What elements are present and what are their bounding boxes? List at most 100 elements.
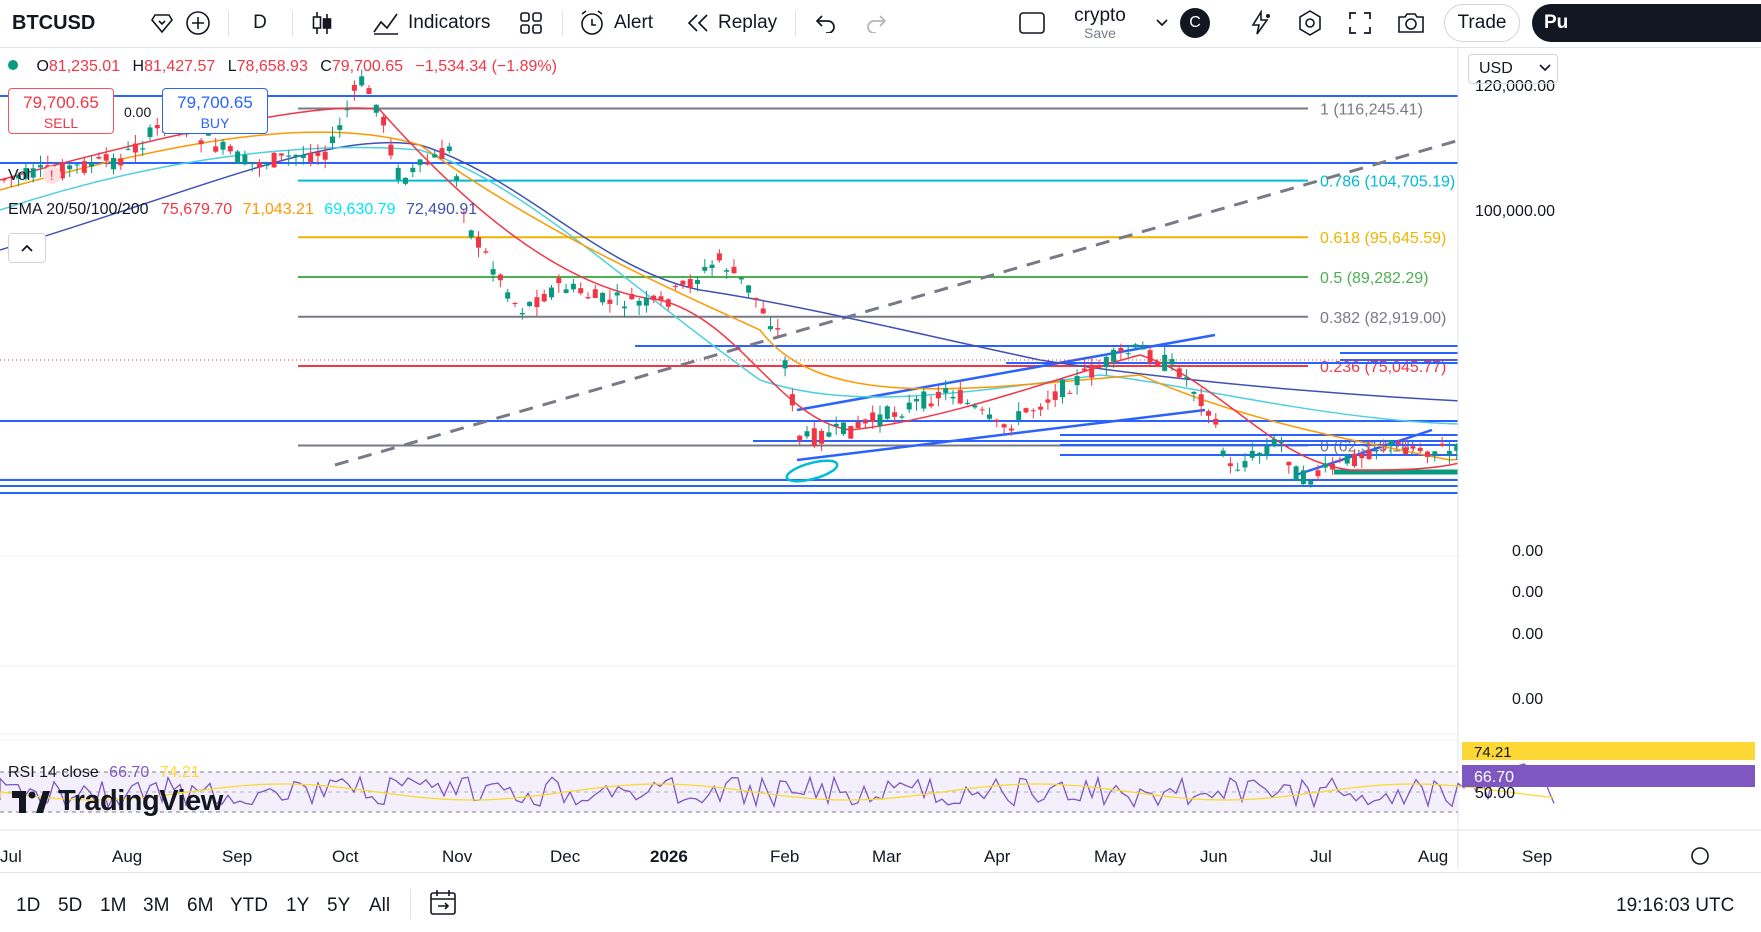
price-tag (1462, 349, 1755, 371)
candle-body (476, 237, 481, 248)
candle-body (1140, 347, 1146, 350)
candle-body (760, 308, 766, 314)
indicators-icon (373, 13, 398, 35)
sell-button[interactable]: 79,700.65 SELL (8, 88, 114, 134)
tradingview-logo[interactable]: TradingView (12, 785, 223, 818)
replay-button[interactable]: Replay (686, 0, 777, 46)
clock[interactable]: 19:16:03 UTC (1616, 895, 1735, 916)
candle-body (242, 154, 248, 165)
candle-body (264, 164, 270, 166)
candles-icon[interactable] (302, 0, 342, 46)
candle-body (1220, 450, 1226, 456)
candle-body (862, 419, 868, 424)
timeframe-5y[interactable]: 5Y (327, 895, 351, 916)
layout-save[interactable]: Save (1084, 24, 1116, 41)
goto-date-icon[interactable] (428, 889, 458, 923)
us-flag-icon (1536, 502, 1564, 530)
timeframe-1m[interactable]: 1M (100, 895, 127, 916)
candle-body (1359, 453, 1365, 459)
rsi-ma-line (0, 783, 1555, 801)
rsi-label: RSI 14 close (8, 764, 99, 781)
avatar[interactable]: C (1180, 8, 1210, 38)
candle-body (1045, 399, 1051, 403)
tradingview-wordmark: TradingView (58, 785, 223, 817)
redo-icon[interactable] (856, 0, 896, 46)
rsi-level-label: 50.00 (1475, 785, 1515, 802)
camera-icon[interactable] (1390, 0, 1432, 46)
candle-body (249, 163, 255, 165)
candle-body (1030, 410, 1036, 412)
layout-select-icon[interactable] (1012, 0, 1052, 46)
candle-body (1330, 464, 1336, 470)
candle-body (271, 152, 277, 168)
candle-body (1176, 368, 1182, 378)
undo-icon[interactable] (806, 0, 846, 46)
candle-body (549, 287, 554, 298)
candle-body (74, 164, 80, 166)
candle-body (1549, 341, 1555, 357)
price-tag (1462, 324, 1755, 346)
timeframe-1d[interactable]: 1D (16, 895, 41, 916)
alert-button[interactable]: Alert (578, 0, 653, 46)
layout-name[interactable]: crypto Save (1068, 0, 1132, 46)
fib-level-label: 0.236 (75,045.77) (1320, 359, 1446, 376)
trade-button[interactable]: Trade (1444, 4, 1520, 42)
candle-body (1388, 440, 1394, 447)
fullscreen-icon[interactable] (1340, 0, 1380, 46)
watchlist-diamond-icon[interactable] (140, 0, 184, 46)
candle-body (1038, 406, 1044, 410)
symbol-search[interactable]: BTCUSD (12, 11, 96, 34)
timeframe-3m[interactable]: 3M (143, 895, 170, 916)
candle-body (132, 143, 138, 153)
tradingview-logo-icon (12, 790, 50, 813)
ema50-value: 71,043.21 (242, 201, 314, 218)
candle-body (497, 274, 503, 281)
candle-body (1410, 446, 1416, 449)
candle-body (1454, 444, 1460, 451)
currency-select[interactable]: USD (1468, 54, 1558, 84)
candle-body (1089, 364, 1095, 378)
price-tag-label: 77,111.13 (1474, 437, 1543, 454)
market-status-dot (8, 60, 18, 70)
publish-button[interactable]: Pu (1532, 4, 1761, 42)
candle-body (366, 88, 372, 94)
candle-body (1060, 379, 1065, 398)
timeframe-5d[interactable]: 5D (58, 895, 83, 916)
candle-body (1103, 356, 1109, 368)
candle-body (731, 266, 737, 274)
timeframe-6m[interactable]: 6M (187, 895, 214, 916)
candle-body (1008, 428, 1014, 431)
time-settings-gear-icon (1691, 847, 1709, 865)
candle-body (1162, 354, 1168, 371)
candle-body (1227, 463, 1233, 467)
settings-gear-icon[interactable] (1290, 0, 1330, 46)
candle-body (293, 154, 299, 157)
warning-icon[interactable]: ! (42, 166, 61, 184)
candle-body (432, 154, 438, 158)
candle-body (512, 303, 518, 305)
candle-body (768, 326, 773, 330)
fib-level-label: 0.382 (82,919.00) (1320, 310, 1446, 327)
collapse-legend-button[interactable] (8, 233, 46, 263)
timeframe-1y[interactable]: 1Y (286, 895, 310, 916)
candle-body (1315, 470, 1321, 477)
ema-label: EMA 20/50/100/200 (8, 201, 149, 218)
timeframe-all[interactable]: All (369, 895, 391, 916)
price-tag-label: 77,298.86 (1474, 414, 1545, 431)
candle-body (1541, 344, 1547, 351)
timeframe-ytd[interactable]: YTD (230, 895, 268, 916)
candle-body (1067, 392, 1073, 394)
interval-button[interactable]: D (253, 12, 267, 33)
templates-grid-icon[interactable] (512, 0, 550, 46)
rsi-ma-tag-label: 74.21 (1474, 744, 1512, 761)
buy-button[interactable]: 79,700.65 BUY (162, 88, 268, 134)
quick-search-icon[interactable] (1240, 0, 1280, 46)
compare-add-icon[interactable] (178, 0, 218, 46)
chevron-down-icon[interactable] (1148, 0, 1176, 46)
candle-body (1242, 461, 1248, 468)
candle-body (1147, 350, 1153, 364)
candle-body (906, 402, 912, 410)
indicators-button[interactable]: Indicators (372, 0, 490, 46)
candle-body (738, 277, 744, 280)
